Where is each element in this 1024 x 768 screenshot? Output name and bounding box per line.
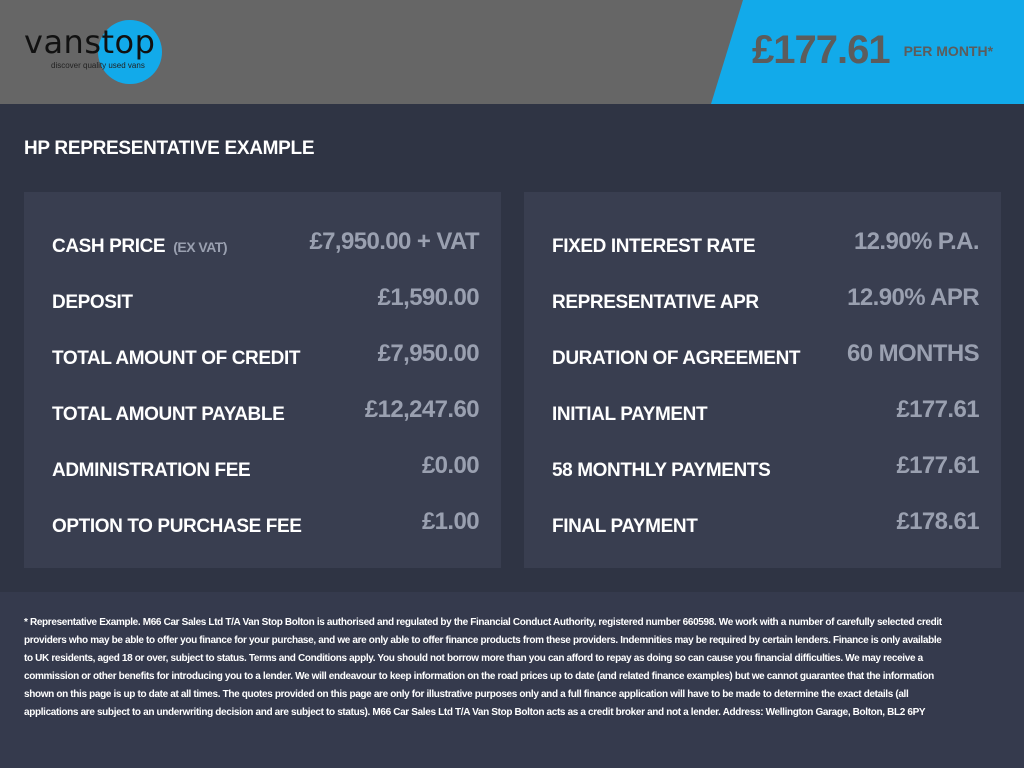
row-value: £177.61 — [896, 396, 979, 423]
row-total-credit: TOTAL AMOUNT OF CREDIT £7,950.00 — [52, 340, 480, 370]
row-label: TOTAL AMOUNT PAYABLE — [52, 404, 285, 425]
disclaimer-line: * Representative Example. M66 Car Sales … — [24, 617, 942, 628]
price-band — [711, 0, 1024, 104]
row-label: OPTION TO PURCHASE FEE — [52, 516, 302, 537]
cash-price-label: CASH PRICE — [52, 236, 166, 257]
logo-wordmark: vanstop — [24, 23, 156, 61]
row-label: FIXED INTEREST RATE — [552, 236, 756, 257]
row-label: DURATION OF AGREEMENT — [552, 348, 801, 369]
row-label: TOTAL AMOUNT OF CREDIT — [52, 348, 301, 369]
footer: * Representative Example. M66 Car Sales … — [0, 592, 1024, 768]
row-option-fee: OPTION TO PURCHASE FEE £1.00 — [52, 508, 480, 538]
row-label: CASH PRICE (EX VAT) — [52, 236, 227, 258]
row-deposit: DEPOSIT £1,590.00 — [52, 284, 480, 314]
finance-panel-left: CASH PRICE (EX VAT) £7,950.00 + VAT DEPOS… — [24, 192, 501, 568]
disclaimer-line: providers who may be able to offer you f… — [24, 635, 942, 646]
row-value: £177.61 — [896, 452, 979, 479]
disclaimer-line: commission or other benefits for introdu… — [24, 671, 934, 682]
row-total-payable: TOTAL AMOUNT PAYABLE £12,247.60 — [52, 396, 480, 426]
monthly-price-amount: £177.61 — [752, 28, 891, 72]
row-final-payment: FINAL PAYMENT £178.61 — [552, 508, 980, 538]
row-initial-payment: INITIAL PAYMENT £177.61 — [552, 396, 980, 426]
row-value: 60 MONTHS — [847, 340, 980, 367]
row-value: £1,590.00 — [377, 284, 480, 311]
finance-panel-right: FIXED INTEREST RATE 12.90% P.A. REPRESEN… — [524, 192, 1001, 568]
row-label: REPRESENTATIVE APR — [552, 292, 759, 313]
row-value: 12.90% P.A. — [853, 228, 980, 255]
row-value: £178.61 — [896, 508, 979, 535]
row-value: £0.00 — [421, 452, 480, 479]
row-value: £12,247.60 — [364, 396, 480, 423]
section-title: HP REPRESENTATIVE EXAMPLE — [24, 138, 315, 159]
row-apr: REPRESENTATIVE APR 12.90% APR — [552, 284, 980, 314]
vanstop-logo[interactable]: vanstop discover quality used vans — [24, 18, 174, 86]
disclaimer-line: applications are subject to an underwrit… — [24, 707, 926, 718]
ex-vat-note: (EX VAT) — [173, 239, 227, 255]
row-label: DEPOSIT — [52, 292, 133, 313]
disclaimer-line: shown on this page is up to date at all … — [24, 689, 909, 700]
row-value: 12.90% APR — [847, 284, 979, 311]
per-month-label: PER MONTH* — [903, 42, 994, 59]
disclaimer-line: to UK residents, aged 18 or over, subjec… — [24, 653, 923, 664]
row-admin-fee: ADMINISTRATION FEE £0.00 — [52, 452, 480, 482]
monthly-price: £177.61 PER MONTH* — [752, 28, 993, 73]
row-value: £1.00 — [421, 508, 480, 535]
row-interest-rate: FIXED INTEREST RATE 12.90% P.A. — [552, 228, 980, 258]
row-label: ADMINISTRATION FEE — [52, 460, 251, 481]
logo-tagline: discover quality used vans — [51, 61, 145, 70]
row-label: FINAL PAYMENT — [552, 516, 698, 537]
logo-circle — [98, 20, 162, 84]
row-value: £7,950.00 — [377, 340, 480, 367]
row-value: £7,950.00 + VAT — [309, 228, 479, 255]
disclaimer-text: * Representative Example. M66 Car Sales … — [24, 614, 1004, 722]
row-label: INITIAL PAYMENT — [552, 404, 708, 425]
row-monthly-payments: 58 MONTHLY PAYMENTS £177.61 — [552, 452, 980, 482]
row-label: 58 MONTHLY PAYMENTS — [552, 460, 771, 481]
row-duration: DURATION OF AGREEMENT 60 MONTHS — [552, 340, 980, 370]
row-cash-price: CASH PRICE (EX VAT) £7,950.00 + VAT — [52, 228, 480, 258]
header: vanstop discover quality used vans £177.… — [0, 0, 1024, 104]
